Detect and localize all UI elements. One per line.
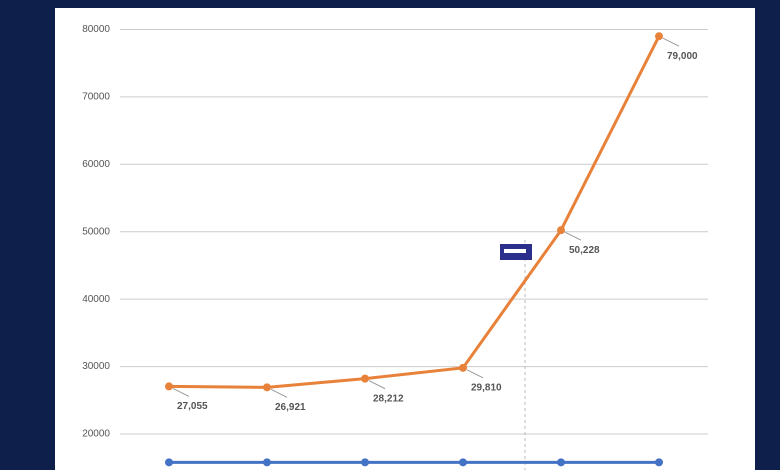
point — [165, 382, 173, 391]
y-tick-label: 20000 — [82, 429, 110, 440]
y-tick-label: 80000 — [82, 24, 110, 35]
y-tick-label: 50000 — [82, 226, 110, 237]
line — [168, 35, 661, 389]
point — [557, 458, 565, 467]
point — [361, 374, 369, 383]
data-label: 27,055 — [177, 401, 208, 412]
data-label: 79,000 — [667, 51, 698, 62]
y-tick-label: 40000 — [82, 294, 110, 305]
leader-line — [270, 388, 288, 398]
point — [557, 226, 565, 235]
data-label: 26,921 — [275, 402, 306, 413]
point — [263, 458, 271, 467]
data-label: 29,810 — [471, 382, 502, 393]
data-label: 50,228 — [569, 245, 600, 256]
logo — [500, 244, 532, 260]
point — [165, 458, 173, 467]
y-tick-label: 70000 — [82, 92, 110, 103]
point — [655, 458, 663, 467]
leader-line — [564, 231, 582, 241]
frame-right — [755, 0, 780, 470]
point — [361, 458, 369, 467]
point — [459, 363, 467, 372]
data-label: 28,212 — [373, 393, 404, 404]
frame-top — [0, 0, 780, 8]
frame-left — [0, 0, 55, 470]
leader-line — [662, 37, 680, 47]
point — [655, 32, 663, 41]
leader-line — [172, 387, 190, 397]
y-tick-label: 60000 — [82, 159, 110, 170]
point — [263, 383, 271, 392]
leader-line — [466, 369, 484, 379]
y-tick-label: 30000 — [82, 361, 110, 372]
leader-line — [368, 380, 386, 390]
point — [459, 458, 467, 467]
